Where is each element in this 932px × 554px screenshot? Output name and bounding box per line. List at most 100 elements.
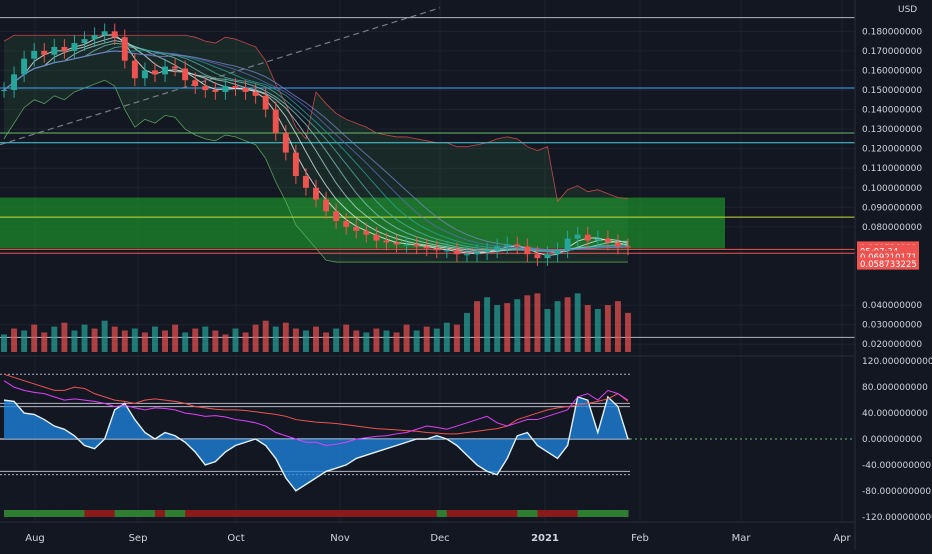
volume-bar [564, 297, 571, 352]
osc-status-cell [134, 510, 146, 517]
osc-status-cell [165, 510, 176, 517]
candle-body [222, 86, 229, 92]
candle-body [333, 211, 340, 221]
osc-status-cell [14, 510, 25, 517]
osc-status-cell [245, 510, 257, 517]
time-tick-label: Aug [25, 533, 45, 544]
candles [1, 23, 631, 266]
osc-status-cell [195, 510, 206, 517]
cloud-fill [4, 35, 628, 263]
ma-line [3, 50, 629, 251]
price-badge [857, 250, 919, 263]
candle-body [453, 250, 460, 255]
volume-bar [313, 326, 319, 352]
volume-bar [614, 301, 621, 352]
osc-status-cell [466, 510, 478, 517]
osc-status-cell [587, 510, 599, 517]
osc-status-cell [316, 510, 327, 517]
candle-body [614, 242, 621, 247]
osc-status-cell [497, 510, 508, 517]
volume-bar [524, 295, 531, 352]
osc-tick-label: 80.000000000 [862, 383, 928, 393]
osc-tick-label: 40.000000000 [862, 409, 928, 419]
volume-bar [61, 322, 68, 352]
volume-bar [423, 326, 430, 352]
osc-status-cell [144, 510, 156, 517]
price-badge [857, 257, 919, 270]
candle-body [61, 46, 68, 51]
candle-body [353, 226, 360, 231]
candle-body [313, 187, 319, 200]
candle-body [403, 244, 410, 246]
price-axis[interactable]: 0.180000000 0.170000000 0.160000000 0.15000… [862, 27, 922, 350]
osc-status-cell [547, 510, 559, 517]
price-tick-label: 0.170000000 [862, 47, 922, 57]
osc-status-cell [4, 510, 15, 517]
price-tick-label: 0.150000000 [862, 86, 922, 96]
volume-bar [222, 334, 229, 352]
candle-body [383, 240, 390, 243]
volume-bar [494, 305, 501, 352]
osc-status-cell [124, 510, 136, 517]
time-axis[interactable]: Aug Sep Oct Nov Dec 2021 Feb Mar Apr [25, 533, 851, 544]
osc-status-cell [205, 510, 216, 517]
volume-bar [343, 324, 350, 352]
candle-body [625, 246, 631, 248]
volume-bar [584, 305, 591, 352]
osc-series-line [3, 395, 629, 492]
price-tick-label: 0.160000000 [862, 66, 922, 76]
osc-status-cell [225, 510, 236, 517]
candle-body [504, 244, 511, 247]
volume-bars [1, 293, 631, 352]
osc-status-cell [44, 510, 55, 517]
volume-bar [514, 299, 521, 352]
candle-body [41, 50, 48, 55]
osc-status-cell [376, 510, 387, 517]
oscillator-axis[interactable]: 120.000000000 80.000000000 40.000000000 0.0… [862, 357, 932, 523]
osc-status-cell [94, 510, 106, 517]
osc-status-cell [597, 510, 609, 517]
time-tick-label: 2021 [531, 533, 559, 544]
osc-status-cell [537, 510, 548, 517]
candle-body [182, 68, 189, 81]
candle-body [121, 37, 128, 61]
candle-body [534, 254, 541, 259]
volume-bar [21, 330, 28, 352]
volume-bar [282, 322, 289, 352]
volume-bar [453, 324, 460, 352]
price-tick-label: 0.110000000 [862, 164, 922, 174]
price-badges: 0.06952699105:07:340.0692101710.05873322… [857, 241, 919, 270]
osc-status-cell [567, 510, 579, 517]
price-tick-label: 0.180000000 [862, 27, 922, 37]
candle-body [604, 238, 611, 243]
price-tick-label: 0.030000000 [862, 321, 922, 331]
osc-status-cell [436, 510, 448, 517]
volume-bar [242, 332, 249, 352]
candle-body [413, 244, 420, 247]
volume-bar [474, 301, 481, 352]
volume-bar [262, 320, 269, 352]
candle-body [242, 88, 249, 92]
trend-line [0, 7, 441, 146]
osc-status-cell [275, 510, 287, 517]
candle-body [564, 238, 571, 251]
price-tick-label: 0.090000000 [862, 203, 922, 213]
price-tick-label: 0.130000000 [862, 125, 922, 135]
candle-body [443, 250, 450, 252]
volume-bar [333, 328, 340, 352]
osc-status-cell [607, 510, 619, 517]
price-tick-label: 0.140000000 [862, 106, 922, 116]
volume-bar [373, 328, 380, 352]
candle-body [433, 248, 440, 251]
osc-area-fill [4, 396, 628, 491]
volume-bar [413, 330, 420, 352]
time-tick-label: Dec [430, 533, 449, 544]
candle-body [131, 60, 138, 79]
osc-status-cell [295, 510, 307, 517]
osc-status-cell [517, 510, 528, 517]
osc-status-cell [456, 510, 468, 517]
volume-bar [111, 326, 118, 352]
volume-bar [31, 324, 38, 352]
